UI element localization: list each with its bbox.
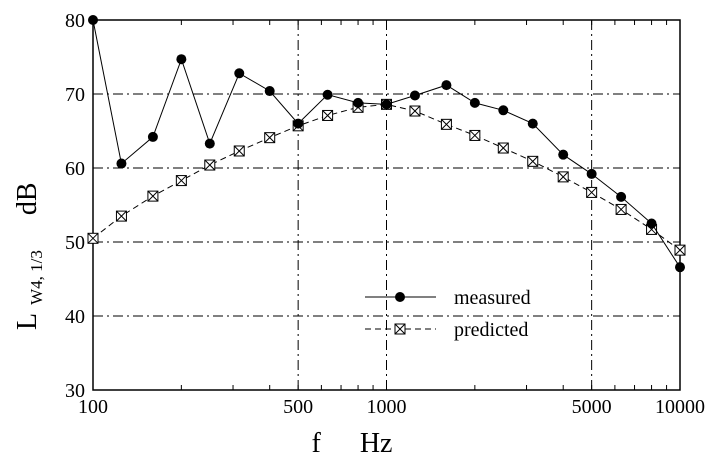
- y-tick-label: 50: [65, 232, 85, 254]
- point-measured: [88, 15, 98, 25]
- series-measured: [88, 15, 685, 273]
- x-tick-label: 100: [78, 396, 108, 418]
- x-axis-label: f Hz: [312, 428, 393, 459]
- point-measured: [381, 99, 392, 110]
- point-predicted: [322, 109, 334, 121]
- series-layer: [87, 15, 686, 273]
- point-measured: [616, 191, 627, 202]
- point-measured: [353, 97, 364, 108]
- ticks: 30 40 50 60 70 80 100 500 1000 5000 10000: [65, 10, 705, 418]
- legend: measured predicted: [365, 287, 531, 341]
- point-measured: [646, 218, 657, 229]
- point-measured: [147, 131, 158, 142]
- legend-predicted-marker: [394, 323, 406, 335]
- y-axis-subscript: W4, 1/3: [27, 250, 46, 305]
- point-predicted: [527, 155, 539, 167]
- point-measured: [176, 54, 187, 65]
- legend-predicted-label: predicted: [454, 319, 528, 341]
- series-predicted: [87, 98, 686, 256]
- point-predicted: [175, 175, 187, 187]
- svg-text:L W4, 1/3 dB: L W4, 1/3 dB: [12, 182, 49, 330]
- x-tick-label: 5000: [572, 396, 612, 418]
- point-predicted: [557, 171, 569, 183]
- point-predicted: [674, 244, 686, 256]
- point-predicted: [497, 142, 509, 154]
- y-tick-label: 30: [65, 380, 85, 402]
- legend-measured-marker: [395, 292, 405, 302]
- y-tick-label: 40: [65, 306, 85, 328]
- point-measured: [441, 80, 452, 91]
- grid-lines: [93, 20, 680, 390]
- y-tick-label: 80: [65, 10, 85, 32]
- y-tick-label: 60: [65, 158, 85, 180]
- point-measured: [527, 118, 538, 129]
- x-axis-unit: Hz: [360, 428, 393, 459]
- point-measured: [293, 118, 304, 129]
- point-measured: [675, 262, 685, 273]
- x-tick-label: 500: [283, 396, 313, 418]
- point-predicted: [147, 190, 159, 202]
- x-tick-label: 10000: [655, 396, 705, 418]
- point-measured: [204, 138, 215, 149]
- point-predicted: [586, 186, 598, 198]
- point-predicted: [204, 159, 216, 171]
- y-axis-unit: dB: [12, 182, 43, 215]
- y-tick-label: 70: [65, 84, 85, 106]
- point-predicted: [615, 203, 627, 215]
- point-predicted: [409, 105, 421, 117]
- point-predicted: [264, 132, 276, 144]
- point-measured: [409, 90, 420, 101]
- legend-measured-label: measured: [454, 287, 531, 309]
- point-predicted: [469, 129, 481, 141]
- point-measured: [498, 105, 509, 116]
- x-axis-symbol: f: [312, 428, 322, 459]
- point-measured: [264, 86, 275, 97]
- point-measured: [558, 149, 569, 160]
- x-tick-label: 1000: [367, 396, 407, 418]
- y-axis-symbol: L: [12, 314, 43, 330]
- point-measured: [116, 158, 127, 169]
- y-axis-label: L W4, 1/3 dB: [12, 182, 49, 330]
- point-predicted: [233, 145, 245, 157]
- point-measured: [586, 168, 597, 179]
- point-predicted: [115, 210, 127, 222]
- point-predicted: [440, 118, 452, 130]
- point-measured: [234, 68, 245, 79]
- point-measured: [469, 97, 480, 108]
- point-measured: [322, 89, 333, 100]
- point-predicted: [87, 232, 99, 244]
